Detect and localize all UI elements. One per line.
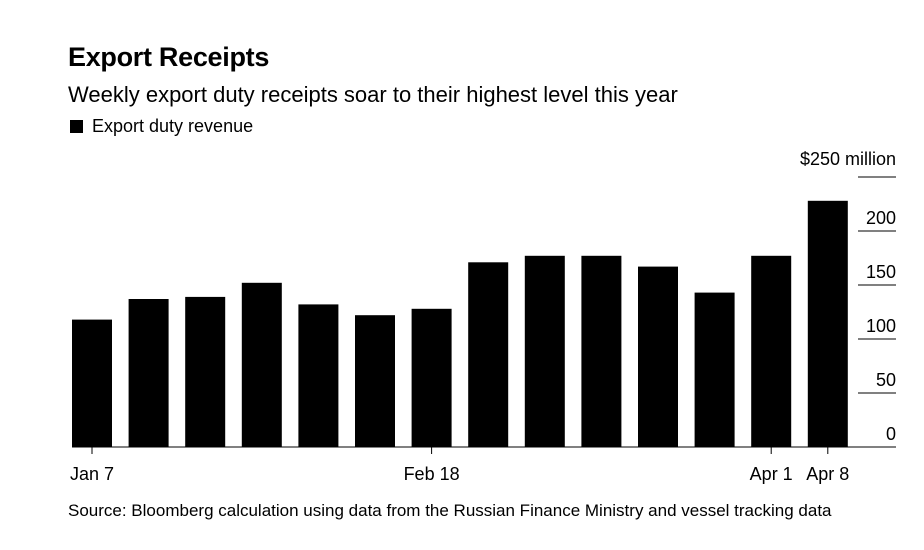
bar-mar-18: [638, 266, 678, 447]
x-axis: Jan 7 Feb 18 Apr 1 Apr 8: [70, 446, 896, 484]
legend-label: Export duty revenue: [92, 116, 254, 136]
x-tick-label: Apr 1: [750, 464, 793, 484]
bars-group: [72, 200, 848, 447]
bar-jan-14: [128, 299, 169, 447]
source-note: Source: Bloomberg calculation using data…: [68, 501, 832, 520]
x-tick-label: Jan 7: [70, 464, 114, 484]
y-top-label: $250 million: [800, 149, 896, 169]
bar-feb-11: [355, 315, 395, 447]
y-tick-label: 0: [886, 424, 896, 444]
bar-jan-21: [185, 296, 226, 447]
bar-mar-4: [524, 255, 565, 447]
bar-mar-25: [694, 292, 735, 447]
bar-feb-4: [298, 304, 339, 447]
chart-title: Export Receipts: [68, 42, 270, 72]
chart-subtitle: Weekly export duty receipts soar to thei…: [68, 82, 678, 107]
y-tick-label: 150: [866, 262, 896, 282]
x-tick-label: Feb 18: [404, 464, 460, 484]
y-tick-label: 200: [866, 208, 896, 228]
bar-apr-8: [807, 200, 848, 447]
legend: Export duty revenue: [70, 116, 253, 137]
bar-feb-25: [468, 262, 509, 447]
bar-jan-7: [72, 319, 112, 447]
y-tick-label: 50: [876, 370, 896, 390]
y-tick-label: 100: [866, 316, 896, 336]
bar-mar-11: [581, 255, 622, 447]
legend-swatch: [70, 120, 83, 133]
bar-jan-28: [241, 282, 282, 447]
y-axis: 0 50 100 150 200 $250 million: [800, 149, 896, 444]
bar-feb-18: [411, 308, 452, 447]
bar-apr-1: [751, 255, 792, 447]
x-tick-label: Apr 8: [806, 464, 849, 484]
